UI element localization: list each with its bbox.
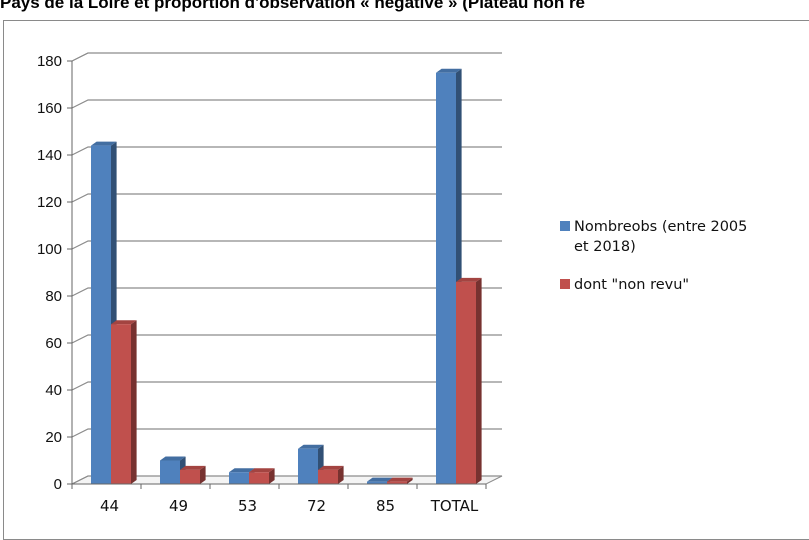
x-axis: 44 49 53 72 85 TOTAL xyxy=(71,483,487,515)
gridline xyxy=(71,334,502,344)
bar-side xyxy=(200,465,206,484)
bar-face xyxy=(436,72,456,484)
y-axis: 0 20 40 60 80 100 120 140 160 180 xyxy=(37,53,73,493)
bars xyxy=(91,68,482,484)
bar-face xyxy=(91,145,111,484)
bar-chart: 0 20 40 60 80 100 120 140 160 180 44 49 53 72 85 TOTAL… xyxy=(37,52,747,515)
y-tick-label: 100 xyxy=(37,241,62,258)
bar-top xyxy=(318,465,344,470)
legend-swatch xyxy=(560,221,570,231)
bar-face xyxy=(160,460,180,484)
y-tick-label: 180 xyxy=(37,53,62,70)
bar-face xyxy=(180,469,200,484)
bar xyxy=(318,465,344,484)
legend: Nombreobs (entre 2005 et 2018) dont "non r… xyxy=(560,219,747,293)
bar-side xyxy=(269,468,275,484)
x-tick-label: 49 xyxy=(169,497,188,515)
y-tick-label: 0 xyxy=(54,476,62,493)
y-tick-label: 160 xyxy=(37,100,62,117)
x-tick-label: 72 xyxy=(307,497,326,515)
bar-top xyxy=(111,320,137,325)
bar xyxy=(180,465,206,484)
bar-top xyxy=(436,68,462,73)
chart-title: Pays de la Loire et proportion d'observa… xyxy=(0,0,586,12)
gridline xyxy=(71,475,502,485)
gridline xyxy=(71,146,502,156)
gridline xyxy=(71,193,502,203)
bar-top xyxy=(456,277,482,282)
gridlines xyxy=(71,52,502,485)
bar-face xyxy=(111,324,131,484)
legend-label: et 2018) xyxy=(574,239,636,255)
bar-face xyxy=(318,469,338,484)
bar-face xyxy=(229,472,249,484)
bar-top xyxy=(387,477,413,482)
y-tick-label: 120 xyxy=(37,194,62,211)
gridline xyxy=(71,240,502,250)
bar-side xyxy=(407,477,413,484)
gridline xyxy=(71,99,502,109)
x-tick-label: 53 xyxy=(238,497,257,515)
legend-entry: dont "non revu" xyxy=(560,277,689,293)
y-tick-label: 40 xyxy=(45,382,62,399)
gridline xyxy=(71,381,502,391)
y-tick-label: 20 xyxy=(45,429,62,446)
y-tick-label: 80 xyxy=(45,288,62,305)
bar-top xyxy=(298,444,324,449)
bar-face xyxy=(249,472,269,484)
bar-top xyxy=(91,141,117,146)
bar-top xyxy=(229,468,255,473)
bar xyxy=(160,456,186,484)
bar-top xyxy=(160,456,186,461)
bar-side xyxy=(131,320,137,484)
x-tick-label: 44 xyxy=(100,497,119,515)
bar xyxy=(456,277,482,484)
y-tick-label: 60 xyxy=(45,335,62,352)
legend-label: Nombreobs (entre 2005 xyxy=(574,219,747,235)
legend-swatch xyxy=(560,279,570,289)
bar xyxy=(111,320,137,484)
legend-label: dont "non revu" xyxy=(574,277,689,293)
gridline xyxy=(71,52,502,62)
gridline xyxy=(71,287,502,297)
bar-face xyxy=(456,281,476,484)
bar-top xyxy=(367,477,393,482)
x-tick-label: 85 xyxy=(376,497,395,515)
gridline xyxy=(71,428,502,438)
bar-face xyxy=(367,481,387,484)
bar-face xyxy=(387,481,407,484)
bar-top xyxy=(249,468,275,473)
bar-side xyxy=(338,465,344,484)
bar-top xyxy=(180,465,206,470)
bar xyxy=(387,477,413,484)
legend-entry: Nombreobs (entre 2005 et 2018) xyxy=(560,219,747,255)
y-tick-label: 140 xyxy=(37,147,62,164)
bar-face xyxy=(298,448,318,484)
side-wall xyxy=(71,52,89,484)
bar-side xyxy=(476,277,482,484)
bar xyxy=(249,468,275,484)
x-tick-label: TOTAL xyxy=(430,497,479,515)
